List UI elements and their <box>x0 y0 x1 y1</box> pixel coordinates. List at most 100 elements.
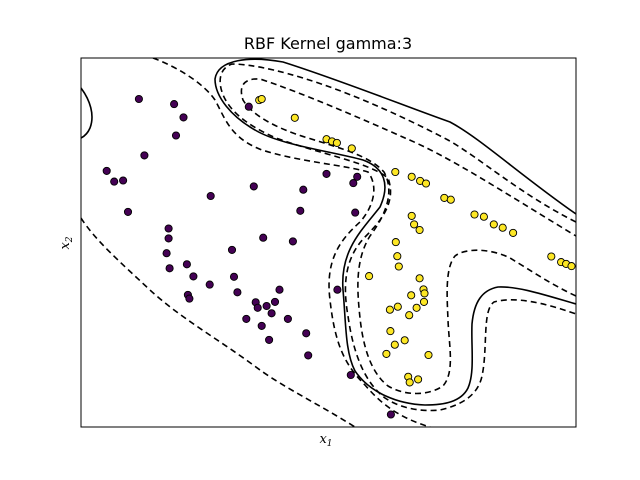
y-axis-label: x2 <box>58 236 75 249</box>
data-point-class-0 <box>386 410 395 419</box>
data-point-class-0 <box>302 329 311 338</box>
data-point-class-0 <box>270 297 280 306</box>
data-point-class-1 <box>412 303 421 312</box>
data-point-class-1 <box>407 172 416 181</box>
margin-contour-lower-left <box>81 217 356 427</box>
data-point-class-1 <box>400 336 409 345</box>
data-point-class-1 <box>347 144 356 153</box>
data-point-class-1 <box>290 113 299 122</box>
data-point-class-0 <box>296 206 305 215</box>
data-point-class-1 <box>393 302 402 311</box>
data-point-class-1 <box>479 212 488 221</box>
data-point-class-0 <box>353 172 362 181</box>
data-point-class-0 <box>283 314 292 323</box>
class-0-points <box>102 94 395 419</box>
data-point-class-0 <box>164 224 173 233</box>
data-point-class-0 <box>288 237 297 246</box>
data-point-class-0 <box>267 309 276 318</box>
data-point-class-1 <box>420 289 429 298</box>
data-point-class-0 <box>257 321 266 330</box>
data-point-class-1 <box>332 138 341 147</box>
class-1-points <box>255 94 576 387</box>
y-axis-label-subscript: 2 <box>65 236 75 243</box>
decision-boundary-contour <box>214 58 576 406</box>
data-point-class-0 <box>171 131 181 140</box>
data-point-class-0 <box>249 182 258 191</box>
data-point-class-1 <box>419 297 429 306</box>
data-point-class-1 <box>257 94 266 104</box>
data-point-class-0 <box>349 179 358 188</box>
data-point-class-0 <box>322 169 331 178</box>
data-point-class-0 <box>205 280 214 289</box>
data-point-class-1 <box>470 210 479 219</box>
data-point-class-0 <box>333 285 342 294</box>
data-point-class-1 <box>390 340 399 349</box>
data-point-class-0 <box>123 207 133 216</box>
data-point-class-1 <box>407 211 416 220</box>
x-axis-label-subscript: 1 <box>327 439 333 449</box>
data-point-class-1 <box>382 349 391 358</box>
data-point-class-0 <box>165 264 174 273</box>
data-point-class-0 <box>227 245 237 254</box>
data-point-class-1 <box>489 220 498 229</box>
data-point-class-0 <box>265 335 274 344</box>
y-axis-label-base: x <box>58 242 73 250</box>
data-point-class-0 <box>259 233 268 242</box>
data-point-class-1 <box>405 378 414 387</box>
data-point-class-1 <box>391 238 400 247</box>
data-point-class-0 <box>102 166 111 175</box>
data-point-class-0 <box>185 294 194 303</box>
data-point-class-0 <box>134 94 143 104</box>
data-point-class-1 <box>498 223 507 232</box>
data-point-class-1 <box>547 252 556 261</box>
data-point-class-0 <box>346 370 355 380</box>
data-point-class-0 <box>110 177 119 186</box>
data-point-class-0 <box>304 351 313 360</box>
axes-frame <box>80 57 577 428</box>
data-point-class-0 <box>233 288 242 297</box>
data-point-class-0 <box>229 272 239 281</box>
margin-contour-outer <box>219 63 576 412</box>
data-point-class-0 <box>182 260 191 269</box>
data-point-class-1 <box>415 225 424 235</box>
data-point-class-1 <box>405 311 414 320</box>
data-point-class-0 <box>140 151 149 160</box>
data-point-class-0 <box>262 301 271 311</box>
data-point-class-0 <box>170 100 179 109</box>
data-point-class-1 <box>386 327 395 336</box>
data-point-class-0 <box>253 303 262 312</box>
data-point-class-1 <box>509 228 518 237</box>
decision-boundary-corner-left <box>81 87 93 139</box>
plot-area <box>81 58 576 427</box>
data-point-class-1 <box>410 220 419 229</box>
data-point-class-1 <box>415 274 424 283</box>
data-point-class-1 <box>421 179 431 188</box>
data-point-class-0 <box>242 314 251 323</box>
data-point-class-1 <box>365 272 374 281</box>
margin-contour-inner <box>240 78 576 395</box>
data-point-class-0 <box>119 176 128 185</box>
data-point-class-1 <box>391 167 400 177</box>
data-point-class-0 <box>244 102 253 111</box>
chart-title: RBF Kernel gamma:3 <box>244 34 412 53</box>
data-point-class-1 <box>394 262 403 271</box>
data-point-class-0 <box>275 285 284 294</box>
data-point-class-1 <box>567 262 576 271</box>
data-point-class-0 <box>164 234 173 243</box>
data-point-class-1 <box>385 305 394 314</box>
data-point-class-0 <box>206 191 215 201</box>
data-point-class-1 <box>424 350 433 360</box>
data-point-class-1 <box>414 375 423 384</box>
data-point-class-0 <box>299 185 308 194</box>
data-point-class-1 <box>446 195 455 204</box>
margin-contour-upper-left <box>152 58 431 427</box>
data-point-class-1 <box>407 291 416 300</box>
data-point-class-1 <box>393 252 402 261</box>
data-point-class-0 <box>189 272 198 281</box>
data-point-class-0 <box>162 249 171 258</box>
data-point-class-0 <box>351 208 360 217</box>
data-point-class-0 <box>179 113 188 122</box>
x-axis-label-base: x <box>319 432 327 447</box>
